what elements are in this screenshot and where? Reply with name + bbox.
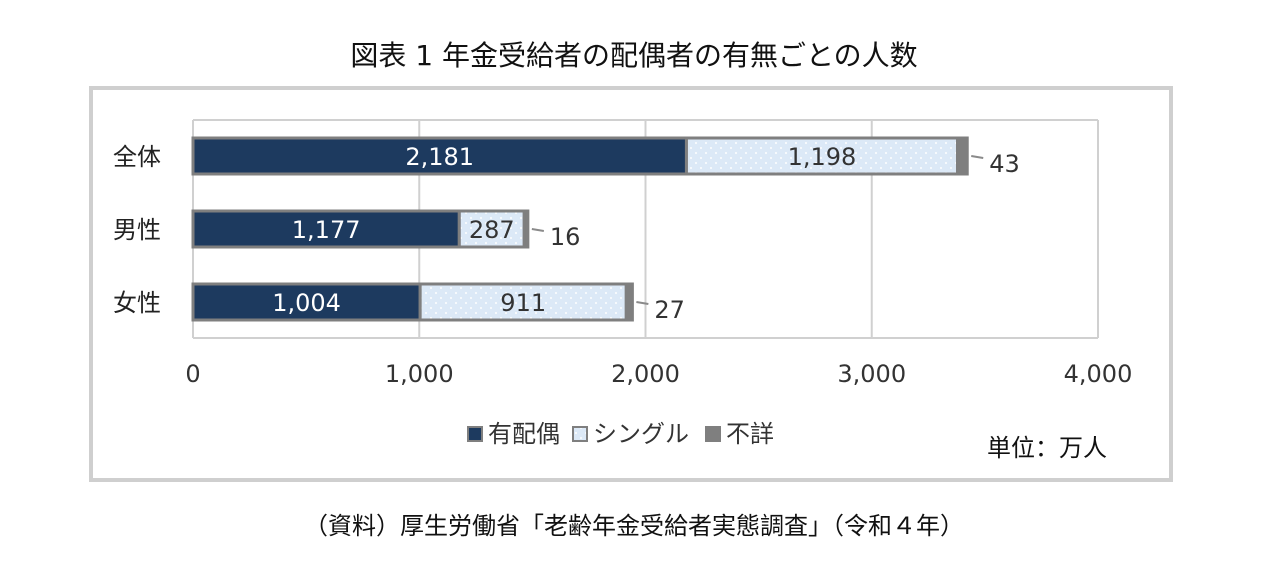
- data-label: 287: [469, 216, 515, 244]
- category-label: 全体: [113, 143, 161, 171]
- unit-label: 単位：万人: [987, 434, 1107, 462]
- x-tick-label: 4,000: [1064, 360, 1133, 388]
- leader-line: [636, 301, 649, 305]
- legend-label: 有配偶: [488, 420, 560, 448]
- bar-segment: [624, 282, 634, 322]
- bar-segment: [522, 209, 530, 249]
- bar-segment: [191, 282, 422, 322]
- data-label: 16: [550, 223, 581, 251]
- bar-segment: [418, 282, 628, 322]
- x-tick-label: 3,000: [837, 360, 906, 388]
- leader-line: [531, 228, 545, 232]
- data-label: 1,177: [292, 216, 361, 244]
- legend-swatch: [572, 426, 588, 442]
- source-note: （資料）厚生労働省「老齢年金受給者実態調査」（令和４年）: [304, 512, 964, 540]
- bar-segment: [191, 209, 461, 249]
- category-label: 女性: [113, 289, 161, 317]
- bar-segment: [457, 209, 526, 249]
- category-label: 男性: [113, 216, 161, 244]
- data-label: 911: [500, 289, 546, 317]
- legend-label: シングル: [593, 420, 689, 448]
- x-tick-label: 0: [185, 360, 200, 388]
- chart-frame: 0 1,000 2,000 3,000 4,000 全体男性女性 2,181 1,198 43 1…: [89, 86, 1173, 482]
- legend-label: 不詳: [726, 420, 774, 448]
- legend-swatch: [705, 426, 721, 442]
- bar-segment: [191, 136, 688, 176]
- x-tick-label: 1,000: [385, 360, 454, 388]
- data-label: 27: [654, 296, 685, 324]
- bar-segment: [955, 136, 969, 176]
- leader-line: [971, 155, 984, 159]
- data-label: 2,181: [405, 143, 474, 171]
- chart-title: 図表 1 年金受給者の配偶者の有無ごとの人数: [350, 39, 918, 72]
- data-label: 1,004: [272, 289, 341, 317]
- data-label: 1,198: [788, 143, 857, 171]
- x-tick-label: 2,000: [611, 360, 680, 388]
- legend-swatch: [467, 426, 483, 442]
- data-label: 43: [989, 150, 1020, 178]
